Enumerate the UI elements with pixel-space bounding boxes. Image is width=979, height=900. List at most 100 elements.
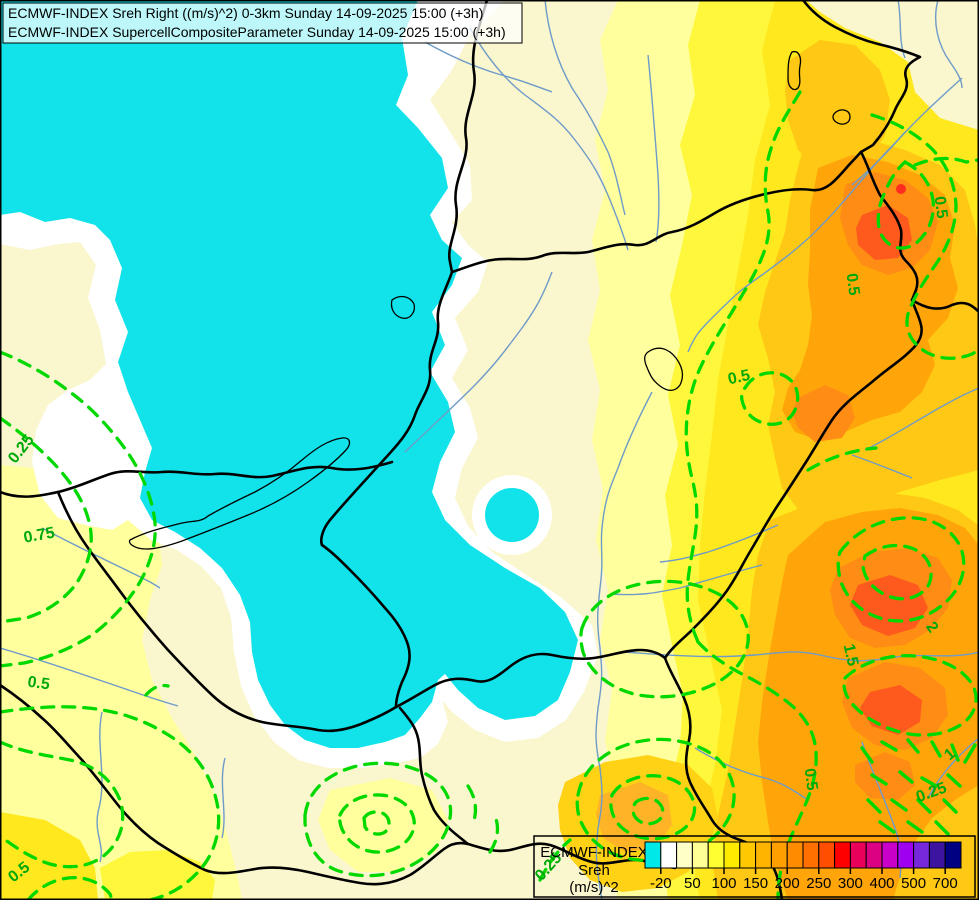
colorbar-cell [928, 841, 946, 869]
legend-title-model: ECMWF-INDEX [540, 844, 648, 861]
legend-title-units: (m/s)^2 [569, 879, 619, 896]
colorbar-tick-label: 250 [806, 875, 831, 892]
colorbar-cell [755, 841, 772, 869]
scp-contours [0, 90, 979, 900]
river [221, 757, 226, 839]
border-line [910, 298, 979, 314]
scp-contour [696, 640, 818, 900]
border-line [0, 683, 677, 886]
field-cream-ua-corner [806, 0, 979, 130]
title-line-1: ECMWF-INDEX Sreh Right ((m/s)^2) 0-3km S… [8, 5, 483, 21]
field-pale-yellow-south [318, 778, 448, 872]
river [0, 647, 179, 707]
scp-contour [0, 350, 157, 668]
scp-contour [538, 838, 572, 882]
colorbar-ticks: -20 50 100 150 200 250 300 400 500 700 [650, 868, 958, 892]
colorbar-cell [834, 841, 851, 869]
border-line [0, 460, 394, 498]
colorbar-cell [865, 841, 883, 869]
colorbar-cell [786, 841, 804, 869]
scp-contour-label: 0.5 [930, 195, 950, 219]
border-line [56, 490, 398, 733]
colorbar-cell [944, 841, 962, 869]
river [851, 454, 913, 479]
scp-contour [579, 579, 750, 699]
field-cyan-main [0, 0, 578, 748]
river [424, 41, 553, 93]
scp-contour-scatter [860, 738, 977, 836]
lake-balaton [128, 437, 351, 550]
colorbar-cell [644, 841, 662, 869]
river [694, 747, 809, 801]
scp-contour [338, 793, 416, 854]
colorbar-tick-label: 100 [711, 875, 736, 892]
colorbar-cell [849, 841, 867, 869]
scp-contour [684, 90, 802, 644]
scp-contour [0, 705, 221, 900]
colorbar-cell [707, 841, 725, 869]
river [404, 271, 553, 453]
colorbar-cell [739, 841, 757, 869]
scp-contour [739, 371, 800, 426]
legend-frame [533, 835, 976, 898]
border-line [450, 150, 863, 274]
colorbar-cell [723, 841, 741, 869]
border-line [398, 706, 470, 846]
colorbar-tick-label: 300 [838, 875, 863, 892]
field-pale-yellow-west [0, 465, 242, 900]
river [544, 0, 626, 216]
scp-contour [0, 740, 125, 869]
legend: ECMWF-INDEX Sreh (m/s)^2 -20 50 100 150 200 2… [533, 835, 976, 898]
lake-small-2 [832, 109, 851, 125]
title-box-frame [2, 2, 523, 44]
border-line [859, 150, 919, 302]
colorbar-tick-label: 50 [684, 875, 701, 892]
scp-contour-label: 0.5 [842, 272, 862, 296]
colorbar-tick-label: 400 [869, 875, 894, 892]
scp-contour-label: 0.5 [800, 767, 820, 791]
scp-contour-label: 0.75 [22, 524, 56, 546]
river [851, 131, 906, 186]
colorbar-cell [897, 841, 915, 869]
colorbar-tick-label: 150 [743, 875, 768, 892]
colorbar-cell [881, 841, 899, 869]
colorbar-cell [676, 841, 693, 869]
lakes [128, 50, 851, 550]
river [864, 387, 979, 451]
border-line [447, 0, 489, 274]
border-line [319, 270, 454, 547]
colorbar-tick-label: 700 [933, 875, 958, 892]
colorbar-cell [818, 841, 836, 869]
colorbar-cell [913, 841, 930, 869]
colorbar-tick-label: 500 [901, 875, 926, 892]
field-yellow-sw-blob [100, 850, 215, 900]
colorbar-cell [660, 841, 678, 869]
scp-contour [609, 774, 697, 841]
colorbar-tick-label: 200 [775, 875, 800, 892]
scp-contour [303, 761, 453, 878]
scp-contour [870, 113, 979, 360]
river [595, 391, 653, 900]
field-cyan-patch [485, 488, 539, 542]
river [927, 737, 979, 799]
colorbar-tick-label: -20 [650, 875, 672, 892]
title-box: ECMWF-INDEX Sreh Right ((m/s)^2) 0-3km S… [2, 2, 523, 44]
field-redorange-se1 [850, 575, 928, 636]
scp-contour [861, 543, 933, 601]
scp-contour [836, 516, 966, 623]
colorbar-cell [691, 841, 709, 869]
lake-ferto [390, 295, 416, 319]
border-line [320, 543, 411, 709]
scp-contour [26, 875, 114, 900]
scp-contour [842, 654, 978, 737]
river [897, 0, 906, 59]
field-red-dot-ne [896, 184, 906, 194]
scp-contour-label: 0.5 [26, 674, 50, 694]
scp-contour [488, 812, 500, 854]
